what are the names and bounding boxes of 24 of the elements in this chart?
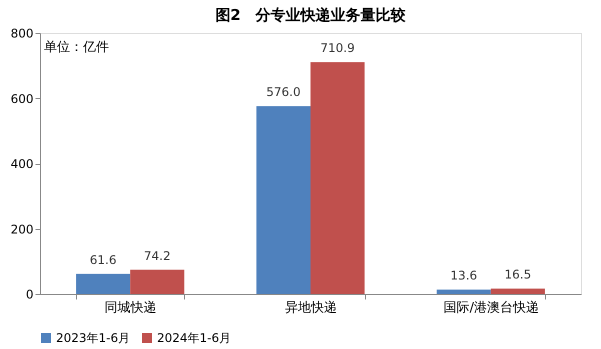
- y-tick-label: 400: [10, 157, 34, 171]
- data-label: 61.6: [90, 252, 116, 267]
- legend-label: 2024年1-6月: [157, 331, 232, 345]
- bar: [310, 62, 365, 294]
- data-label: 74.2: [144, 248, 171, 263]
- y-tick-label: 800: [10, 26, 34, 40]
- data-label: 16.5: [504, 268, 532, 282]
- annotation: 单位：亿件: [44, 40, 109, 55]
- x-tick-label: 异地快递: [285, 300, 337, 316]
- x-tick-label: 国际/港澳台快递: [444, 300, 540, 316]
- y-tick-label: 0: [26, 288, 34, 302]
- bar: [130, 270, 184, 294]
- data-label: 13.6: [450, 268, 478, 283]
- bar: [436, 290, 491, 294]
- x-tick-label: 同城快递: [104, 300, 157, 316]
- data-label: 710.9: [320, 41, 355, 56]
- bar: [76, 274, 130, 294]
- data-label: 576.0: [266, 85, 301, 100]
- y-tick-label: 600: [10, 92, 34, 106]
- legend-label: 2023年1-6月: [56, 331, 130, 345]
- bar: [490, 288, 545, 294]
- chart-title: 图2 分专业快递业务量比较: [215, 6, 407, 24]
- bar: [256, 106, 310, 294]
- y-tick-label: 200: [10, 222, 34, 236]
